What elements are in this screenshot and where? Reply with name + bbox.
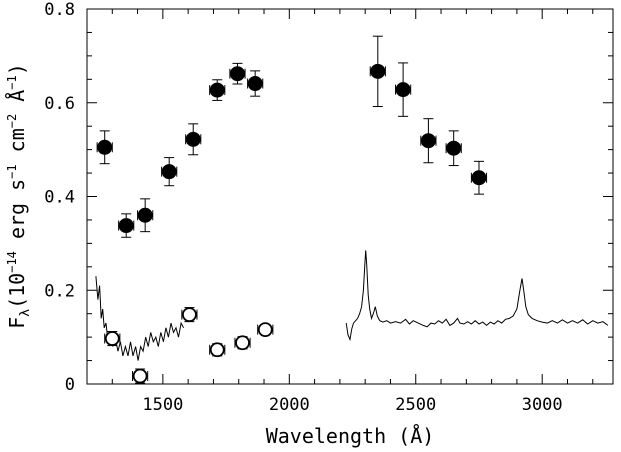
filled-data-point — [97, 139, 113, 155]
filled-data-point — [161, 164, 177, 180]
filled-data-point — [209, 82, 225, 98]
open-data-point — [235, 335, 250, 351]
spectrum-line — [345, 250, 609, 342]
open-data-point — [257, 322, 273, 338]
filled-data-point — [185, 131, 201, 147]
data-points — [96, 35, 488, 384]
y-tick-label: 0.2 — [44, 281, 75, 301]
y-tick-label: 0.8 — [44, 0, 75, 20]
open-data-point — [104, 331, 120, 346]
x-tick-label: 2000 — [269, 395, 310, 415]
filled-data-point — [395, 82, 411, 98]
y-axis-title: Fλ(10−14 erg s−1 cm−2 Å−1) — [5, 63, 33, 329]
x-tick-label: 3000 — [522, 395, 563, 415]
filled-data-point — [420, 133, 436, 149]
filled-data-point — [446, 140, 462, 156]
x-axis-title: Wavelength (Å) — [266, 424, 435, 448]
open-data-point — [182, 307, 197, 323]
y-tick-label: 0.4 — [44, 188, 75, 208]
y-tick-label: 0.6 — [44, 94, 75, 114]
spectrum-lines — [95, 250, 609, 361]
filled-data-point — [137, 207, 153, 223]
open-data-point — [132, 368, 148, 384]
axis-ticks — [87, 8, 613, 385]
x-tick-label: 1500 — [142, 395, 183, 415]
open-data-point — [209, 342, 225, 358]
y-tick-label: 0 — [65, 375, 75, 395]
filled-data-point — [370, 63, 386, 79]
spectrum-line — [95, 276, 185, 361]
filled-data-point — [229, 66, 245, 82]
tick-labels: 1500 2000 2500 3000 0 0.2 0.4 0.6 0.8 — [44, 0, 562, 415]
filled-data-point — [247, 76, 263, 92]
x-tick-label: 2500 — [395, 395, 436, 415]
filled-data-point — [471, 170, 487, 186]
filled-data-point — [118, 218, 134, 234]
